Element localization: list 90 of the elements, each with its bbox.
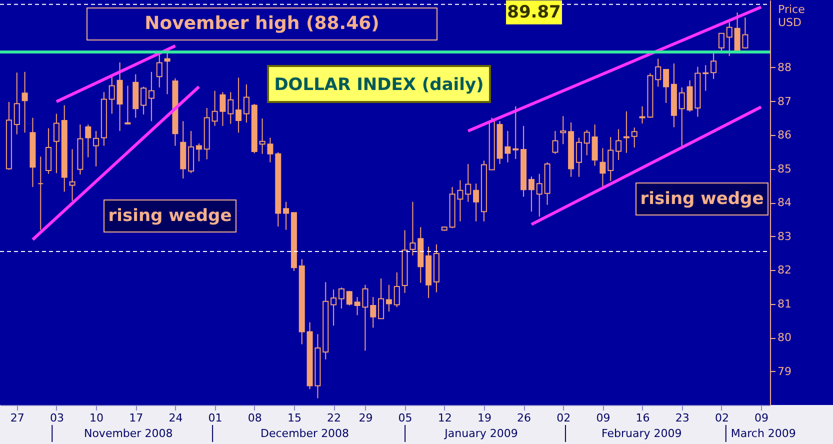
annotation: rising wedge <box>108 206 232 226</box>
candlestick <box>600 148 606 188</box>
candlestick <box>623 110 630 154</box>
y-tick-label: 80 <box>778 331 792 344</box>
candlestick <box>164 51 170 95</box>
y-tick-label: 82 <box>778 264 792 276</box>
candlestick <box>46 128 52 174</box>
y-tick-label: 83 <box>778 230 792 243</box>
x-tick-label: 09 <box>754 412 769 424</box>
candlestick <box>22 71 28 134</box>
x-tick-label: 01 <box>208 412 222 424</box>
candlestick <box>148 71 154 122</box>
candlestick <box>386 284 392 312</box>
text: March 2009 <box>730 427 796 440</box>
x-tick-label: 09 <box>596 412 610 424</box>
candlestick <box>608 136 614 182</box>
x-tick-label: 12 <box>438 412 452 424</box>
candlestick <box>560 116 566 145</box>
candlestick <box>702 64 709 92</box>
candlestick <box>124 85 131 126</box>
candlestick <box>726 22 732 57</box>
candlestick <box>156 54 162 88</box>
candlestick <box>592 124 598 166</box>
x-tick-label: 19 <box>477 412 492 424</box>
candlestick <box>330 289 337 326</box>
text: DOLLAR INDEX (daily) <box>274 75 484 95</box>
candlestick <box>14 72 20 135</box>
candlestick <box>196 142 202 162</box>
candlestick <box>93 130 100 167</box>
x-tick-label: 16 <box>636 412 650 424</box>
x-tick-label: 03 <box>50 412 64 424</box>
candlestick <box>576 137 582 178</box>
candlestick <box>616 128 622 160</box>
candlestick <box>378 278 384 320</box>
y-axis-title: Price USD <box>778 3 806 29</box>
candlestick <box>116 62 123 132</box>
x-tick-label: 02 <box>714 412 729 424</box>
ref-line-label: November high (88.46) <box>144 12 380 34</box>
candlestick <box>85 124 92 158</box>
candlestick <box>283 201 290 230</box>
x-tick-label: 24 <box>168 412 183 424</box>
candlestick <box>631 127 638 148</box>
y-tick-label: 81 <box>778 297 792 310</box>
candlestick <box>53 113 60 174</box>
candlestick <box>243 84 250 124</box>
y-tick-label: 88 <box>778 61 792 74</box>
candlestick <box>108 76 115 114</box>
candlestick <box>584 129 590 156</box>
x-tick-label: 15 <box>287 412 302 424</box>
x-tick-label: 05 <box>398 412 412 424</box>
y-tick-label: 79 <box>778 364 792 378</box>
x-tick-label: 29 <box>358 412 373 424</box>
candlestick <box>69 148 76 202</box>
candlestick <box>528 176 534 212</box>
x-tick-label: 10 <box>90 412 104 424</box>
candlestick <box>338 287 344 309</box>
annotation: rising wedge <box>640 189 764 209</box>
x-tick-label: 08 <box>248 412 262 424</box>
y-tick-label: 87 <box>778 94 792 108</box>
x-tick-label: 23 <box>675 412 690 424</box>
x-tick-label: 26 <box>517 412 532 424</box>
candlestick <box>536 173 542 218</box>
text: January 2009 <box>444 427 518 440</box>
candlestick <box>718 32 724 52</box>
candlestick <box>552 130 558 154</box>
ref-line-label: 89.87 <box>507 2 561 22</box>
candlestick <box>512 106 519 160</box>
candlestick <box>663 69 670 104</box>
candlestick <box>140 86 147 115</box>
candlestick <box>228 92 234 124</box>
y-tick-label: 86 <box>778 128 792 142</box>
text: November 2008 <box>84 427 173 440</box>
candlestick <box>370 296 376 328</box>
candlestick <box>710 51 717 80</box>
candlestick <box>236 77 242 134</box>
x-tick-label: 17 <box>129 412 144 424</box>
candlestick <box>473 183 480 222</box>
candlestick <box>465 164 472 202</box>
candlestick <box>394 272 400 308</box>
x-tick-label: 27 <box>10 412 24 424</box>
candlestick <box>38 156 44 230</box>
x-tick-label: 02 <box>556 412 571 424</box>
y-tick-label: 84 <box>778 196 792 209</box>
candlestick <box>655 58 662 88</box>
x-tick-label: 22 <box>327 412 342 424</box>
text: February 2009 <box>602 427 682 440</box>
y-tick-label: 85 <box>778 162 792 176</box>
candlestick <box>678 86 685 147</box>
text: December 2008 <box>260 427 350 440</box>
candlestick <box>346 290 352 306</box>
